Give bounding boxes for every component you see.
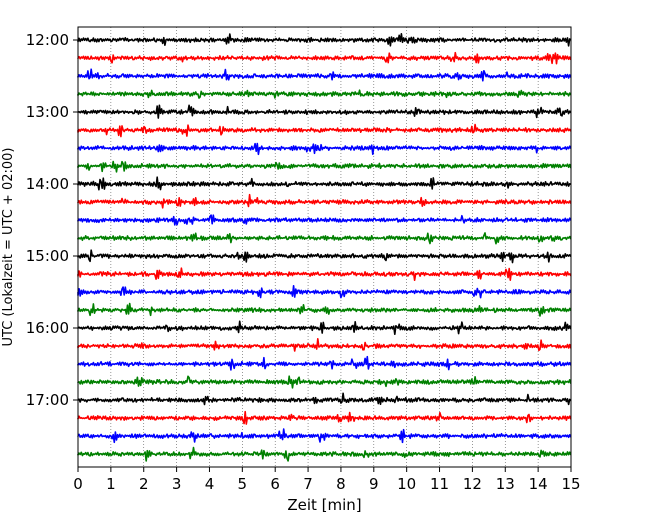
trace-row-1245 — [77, 89, 572, 99]
x-tick-label: 1 — [106, 475, 116, 493]
x-tick-label: 7 — [303, 475, 313, 493]
trace-row-1215 — [77, 51, 572, 65]
x-tick-label: 14 — [529, 475, 548, 493]
x-tick-label: 3 — [172, 475, 182, 493]
y-axis-label: UTC (Lokalzeit = UTC + 02:00) — [1, 148, 16, 347]
trace-row-1630 — [77, 355, 572, 371]
x-tick-label: 12 — [463, 475, 482, 493]
x-tick-label: 4 — [205, 475, 215, 493]
trace-row-1515 — [77, 267, 572, 282]
trace-row-1500 — [77, 249, 572, 264]
x-axis-label: Zeit [min] — [287, 496, 361, 514]
trace-row-1730 — [77, 428, 572, 444]
trace-row-1400 — [77, 176, 572, 191]
trace-row-1715 — [77, 410, 572, 425]
trace-row-1415 — [77, 193, 572, 209]
x-tick-label: 8 — [336, 475, 346, 493]
y-tick-label: 17:00 — [26, 391, 69, 409]
trace-row-1315 — [77, 123, 572, 138]
trace-row-1530 — [77, 284, 572, 299]
y-tick-label: 15:00 — [26, 247, 69, 265]
trace-row-1545 — [77, 302, 572, 317]
trace-row-1330 — [77, 142, 572, 156]
trace-row-1700 — [77, 392, 572, 406]
y-tick-label: 13:00 — [26, 103, 69, 121]
y-tick-label: 12:00 — [26, 31, 69, 49]
y-axis-ticks: 12:00 13:00 14:00 15:00 16:00 17:00 — [26, 31, 78, 409]
trace-row-1645 — [77, 375, 572, 389]
trace-row-1345 — [77, 160, 572, 173]
y-tick-label: 14:00 — [26, 175, 69, 193]
trace-row-1615 — [77, 338, 572, 352]
plot-frame — [77, 26, 572, 468]
trace-row-1230 — [77, 68, 572, 82]
x-tick-label: 9 — [369, 475, 379, 493]
trace-row-1200 — [77, 33, 572, 47]
y-tick-label: 16:00 — [26, 319, 69, 337]
x-tick-label: 6 — [270, 475, 280, 493]
x-tick-label: 13 — [496, 475, 515, 493]
x-axis-ticks: 0 1 2 3 4 5 6 7 8 9 10 11 12 13 14 15 — [73, 467, 581, 493]
trace-row-1600 — [77, 320, 572, 336]
x-tick-label: 10 — [397, 475, 416, 493]
trace-row-1445 — [77, 232, 572, 245]
trace-row-1430 — [77, 214, 572, 226]
trace-row-1745 — [77, 446, 572, 462]
x-tick-label: 15 — [561, 475, 580, 493]
x-tick-label: 2 — [139, 475, 149, 493]
trace-row-1300 — [77, 104, 572, 119]
x-tick-label: 5 — [238, 475, 248, 493]
trace-group — [77, 33, 572, 462]
x-tick-label: 0 — [73, 475, 83, 493]
x-tick-label: 11 — [430, 475, 449, 493]
